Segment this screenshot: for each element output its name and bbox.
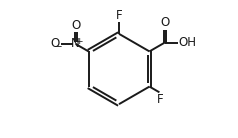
Text: N: N — [71, 38, 80, 51]
Text: O: O — [71, 19, 80, 32]
Text: OH: OH — [179, 36, 197, 49]
Text: −: − — [54, 42, 63, 52]
Text: O: O — [51, 38, 60, 51]
Text: +: + — [75, 37, 82, 46]
Text: F: F — [116, 9, 122, 22]
Text: O: O — [160, 16, 169, 29]
Text: F: F — [157, 93, 164, 106]
